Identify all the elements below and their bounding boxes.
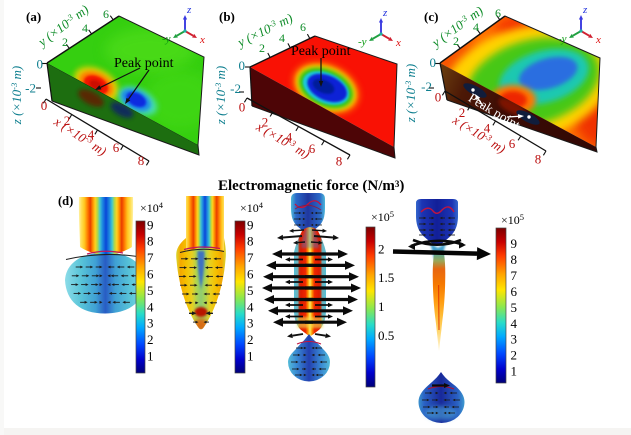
svg-text:8: 8 xyxy=(511,252,518,267)
svg-text:z (×10-3 m): z (×10-3 m) xyxy=(403,64,418,123)
svg-text:4: 4 xyxy=(82,21,88,35)
svg-text:0: 0 xyxy=(430,55,437,70)
svg-text:2: 2 xyxy=(64,113,71,128)
svg-text:6: 6 xyxy=(300,20,306,34)
svg-text:2: 2 xyxy=(259,41,265,55)
svg-text:3: 3 xyxy=(147,316,154,331)
svg-text:1: 1 xyxy=(247,349,254,364)
svg-text:x: x xyxy=(199,34,205,46)
svg-text:6: 6 xyxy=(309,141,316,156)
svg-text:8: 8 xyxy=(147,234,154,249)
svg-text:8: 8 xyxy=(336,154,343,169)
svg-text:z (×10-3 m): z (×10-3 m) xyxy=(9,66,24,125)
svg-text:×104: ×104 xyxy=(240,200,264,215)
svg-text:×105: ×105 xyxy=(501,212,524,227)
svg-text:2: 2 xyxy=(511,348,518,363)
svg-text:1.5: 1.5 xyxy=(378,270,394,285)
svg-text:Peak point: Peak point xyxy=(291,44,351,59)
svg-text:4: 4 xyxy=(473,20,479,34)
svg-text:1: 1 xyxy=(147,349,154,364)
svg-text:5: 5 xyxy=(147,283,154,298)
svg-text:4: 4 xyxy=(88,127,95,142)
svg-text:9: 9 xyxy=(247,217,254,232)
svg-text:1: 1 xyxy=(511,364,518,379)
svg-text:x: x xyxy=(395,37,401,49)
svg-text:-2: -2 xyxy=(421,79,432,94)
svg-text:2: 2 xyxy=(453,34,459,48)
svg-text:6: 6 xyxy=(509,136,516,151)
svg-text:0: 0 xyxy=(239,100,246,115)
svg-text:7: 7 xyxy=(247,250,254,265)
svg-text:6: 6 xyxy=(103,7,109,21)
svg-text:4: 4 xyxy=(511,316,518,331)
svg-text:5: 5 xyxy=(247,283,254,298)
svg-text:0.5: 0.5 xyxy=(378,328,394,343)
svg-text:0: 0 xyxy=(37,57,44,72)
svg-text:(a): (a) xyxy=(26,9,41,24)
svg-text:4: 4 xyxy=(286,130,293,145)
svg-text:z: z xyxy=(382,7,388,19)
svg-text:7: 7 xyxy=(147,250,154,265)
svg-text:-2: -2 xyxy=(25,81,36,96)
svg-text:9: 9 xyxy=(147,217,154,232)
svg-text:z (×10-3 m): z (×10-3 m) xyxy=(213,66,228,125)
svg-text:2: 2 xyxy=(262,115,269,130)
svg-text:Peak point: Peak point xyxy=(114,56,174,71)
svg-text:-y: -y xyxy=(358,36,367,48)
svg-text:z: z xyxy=(582,4,588,16)
svg-text:-y: -y xyxy=(558,33,567,45)
svg-text:0: 0 xyxy=(239,58,246,73)
svg-text:x: x xyxy=(595,34,601,46)
svg-text:8: 8 xyxy=(247,234,254,249)
svg-text:1: 1 xyxy=(378,299,385,314)
svg-text:6: 6 xyxy=(511,284,518,299)
svg-text:3: 3 xyxy=(247,316,254,331)
svg-text:2: 2 xyxy=(62,35,68,49)
svg-text:6: 6 xyxy=(147,267,154,282)
svg-text:z: z xyxy=(186,4,192,16)
svg-text:2: 2 xyxy=(247,332,254,347)
svg-text:×105: ×105 xyxy=(371,209,394,224)
svg-text:2: 2 xyxy=(378,241,385,256)
svg-text:6: 6 xyxy=(113,140,120,155)
svg-text:7: 7 xyxy=(511,268,518,283)
svg-text:9: 9 xyxy=(511,236,518,251)
svg-text:4: 4 xyxy=(484,121,491,136)
svg-text:(d): (d) xyxy=(58,194,73,208)
svg-text:0: 0 xyxy=(41,98,48,113)
svg-text:Electromagnetic force (N/m3): Electromagnetic force (N/m3) xyxy=(218,178,404,194)
svg-text:3: 3 xyxy=(511,332,518,347)
svg-text:2: 2 xyxy=(459,105,466,120)
svg-text:8: 8 xyxy=(138,153,145,168)
svg-text:8: 8 xyxy=(535,152,542,167)
svg-text:-2: -2 xyxy=(230,81,241,96)
svg-text:2: 2 xyxy=(147,332,154,347)
svg-text:6: 6 xyxy=(495,6,501,20)
svg-text:(c): (c) xyxy=(424,9,438,24)
svg-text:6: 6 xyxy=(247,267,254,282)
svg-text:5: 5 xyxy=(511,300,518,315)
svg-text:0: 0 xyxy=(435,90,442,105)
svg-text:×104: ×104 xyxy=(140,200,164,215)
svg-text:4: 4 xyxy=(247,299,254,314)
svg-text:4: 4 xyxy=(147,299,154,314)
svg-text:(b): (b) xyxy=(219,9,235,24)
svg-text:-y: -y xyxy=(162,33,171,45)
svg-text:4: 4 xyxy=(279,31,285,45)
